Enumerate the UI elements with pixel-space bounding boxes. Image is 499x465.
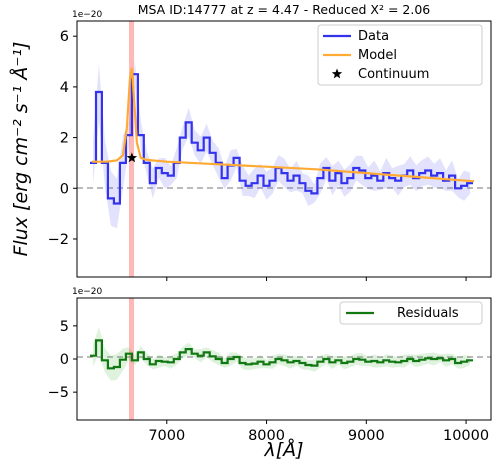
continuum-markers xyxy=(126,152,138,163)
flux-legend: Data Model Continuum xyxy=(317,24,483,86)
flux-ytick-label: 4 xyxy=(60,80,69,96)
flux-panel: −2 0 2 4 6 MSA ID:14777 at z = 4.47 - Reduce… xyxy=(9,2,492,281)
residuals-ytick-label: 0 xyxy=(60,352,69,368)
flux-y-axis-label: Flux [erg cm⁻² s⁻¹ Å⁻¹] xyxy=(9,42,32,257)
residuals-legend: Residuals xyxy=(339,301,483,325)
legend-residuals-label: Residuals xyxy=(397,306,459,321)
emission-line-marker xyxy=(129,21,134,277)
chart-title: MSA ID:14777 at z = 4.47 - Reduced X² = … xyxy=(138,2,431,17)
residuals-xtick-label: 7000 xyxy=(148,428,185,444)
residuals-xtick-label: 8000 xyxy=(248,428,285,444)
flux-ytick-label: 6 xyxy=(60,29,69,45)
residuals-ytick-label: −5 xyxy=(48,385,69,401)
flux-legend-box xyxy=(317,24,483,86)
residuals-x-ticks: 7000 8000 9000 10000 xyxy=(148,420,489,444)
flux-ytick-label: 0 xyxy=(60,181,69,197)
model-series-line xyxy=(92,67,475,183)
data-uncertainty-band xyxy=(93,61,471,229)
residuals-offset-label: 1e−20 xyxy=(72,287,103,297)
flux-axes-frame xyxy=(76,20,492,278)
flux-plot-area xyxy=(77,21,491,277)
flux-ytick-label: 2 xyxy=(60,131,69,147)
continuum-point xyxy=(126,152,138,163)
residuals-ytick-label: 5 xyxy=(60,319,69,335)
residuals-series-line xyxy=(90,339,473,370)
residuals-y-ticks: −5 0 5 xyxy=(48,319,77,401)
residuals-xtick-label: 10000 xyxy=(443,428,489,444)
legend-model-label: Model xyxy=(358,48,397,63)
flux-y-ticks: −2 0 2 4 6 xyxy=(48,29,77,248)
residuals-legend-box xyxy=(339,301,483,325)
legend-data-label: Data xyxy=(358,29,389,44)
residuals-panel: −5 0 5 7000 8000 9000 10000 1e−20 λ[Å] Residu… xyxy=(48,287,492,461)
legend-continuum-swatch xyxy=(331,68,343,79)
residuals-xtick-label: 9000 xyxy=(348,428,385,444)
residuals-uncertainty-band xyxy=(93,327,471,381)
legend-continuum-label: Continuum xyxy=(358,67,429,82)
flux-ytick-label: −2 xyxy=(48,232,69,248)
residuals-plot-area xyxy=(77,298,491,420)
flux-offset-label: 1e−20 xyxy=(72,10,103,20)
flux-x-ticks xyxy=(166,277,467,281)
data-series-line xyxy=(90,73,473,205)
x-axis-label: λ[Å] xyxy=(263,438,303,461)
